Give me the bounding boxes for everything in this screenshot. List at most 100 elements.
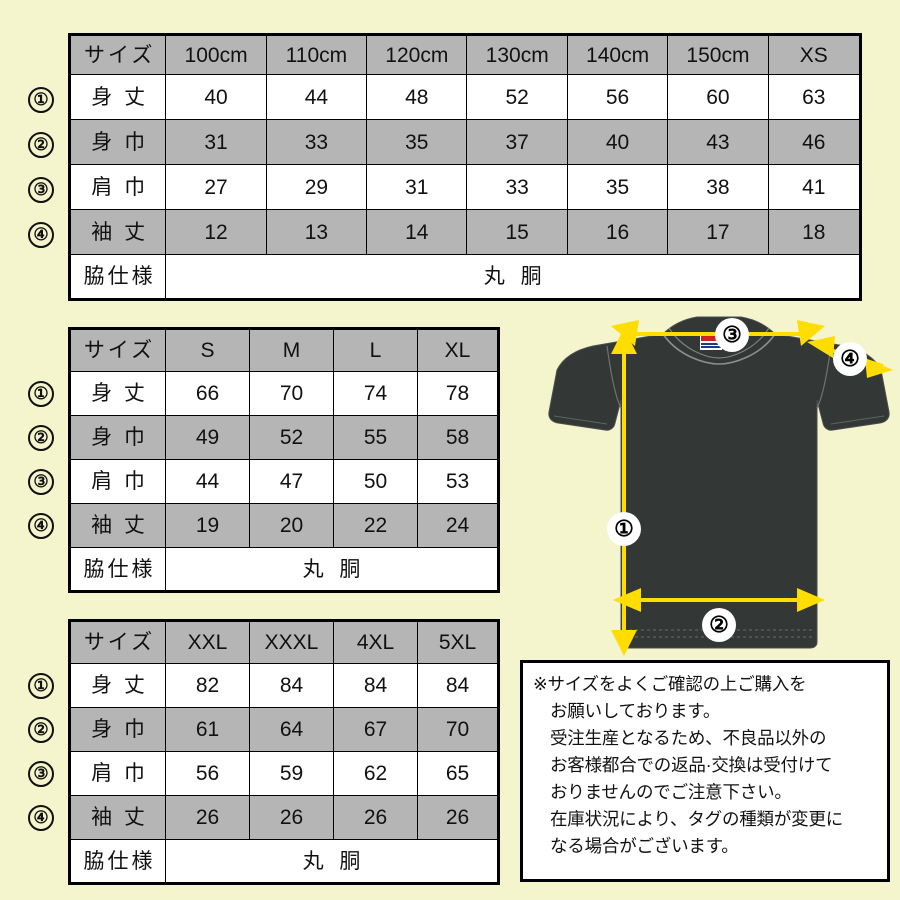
cell: 64 xyxy=(249,707,334,752)
table-row: 身 巾 31 33 35 37 40 43 46 xyxy=(68,119,862,165)
header-cell-size: サイズ xyxy=(68,34,167,75)
cell: 61 xyxy=(165,707,250,752)
row-label-shoulder-width: 肩 巾 xyxy=(69,751,166,796)
note-line: ※サイズをよくご確認の上ご購入を xyxy=(533,674,807,694)
cell: 26 xyxy=(417,795,499,840)
cell: 82 xyxy=(165,663,250,708)
cell: 67 xyxy=(333,707,418,752)
header-cell-150cm: 150cm xyxy=(667,34,769,75)
cell: 62 xyxy=(333,751,418,796)
header-cell-120cm: 120cm xyxy=(366,34,468,75)
cell: 49 xyxy=(165,415,250,460)
row-label-body-length: 身 丈 xyxy=(69,371,166,416)
cell: 65 xyxy=(417,751,499,796)
cell: 37 xyxy=(466,119,568,165)
cell: 47 xyxy=(249,459,334,504)
cell: 38 xyxy=(667,164,769,210)
cell: 84 xyxy=(333,663,418,708)
cell: 16 xyxy=(566,209,669,255)
header-cell-140cm: 140cm xyxy=(566,34,669,75)
table-row: 身 丈 40 44 48 52 56 60 63 xyxy=(68,74,862,120)
callout-2: ② xyxy=(702,608,736,642)
cell: 53 xyxy=(417,459,499,504)
table-header-row: サイズ 100cm 110cm 120cm 130cm 140cm 150cm … xyxy=(68,34,862,75)
cell: 31 xyxy=(366,164,468,210)
table-row: 身 丈 82 84 84 84 xyxy=(69,663,499,708)
size-table-standard: サイズ S M L XL 身 丈 66 70 74 78 身 巾 49 52 5… xyxy=(68,327,500,593)
row-label-body-width: 身 巾 xyxy=(69,707,166,752)
row-marker-3: ③ xyxy=(28,761,54,787)
table-row: 身 巾 61 64 67 70 xyxy=(69,707,499,752)
table-row: 肩 巾 44 47 50 53 xyxy=(69,459,499,504)
note-line: お願いしております。 xyxy=(550,701,721,721)
cell: 48 xyxy=(366,74,468,120)
row-marker-1: ① xyxy=(28,381,54,407)
cell: 52 xyxy=(466,74,568,120)
row-marker-2: ② xyxy=(28,132,54,158)
cell: 15 xyxy=(466,209,568,255)
row-marker-2: ② xyxy=(28,717,54,743)
cell: 56 xyxy=(566,74,669,120)
cell: 84 xyxy=(417,663,499,708)
row-marker-3: ③ xyxy=(28,469,54,495)
cell: 41 xyxy=(767,164,862,210)
row-label-side-spec: 脇仕様 xyxy=(69,839,166,884)
row-label-body-width: 身 巾 xyxy=(68,119,167,165)
note-line: お客様都合での返品·交換は受付けて xyxy=(550,755,833,775)
row-label-shoulder-width: 肩 巾 xyxy=(69,459,166,504)
cell: 40 xyxy=(566,119,669,165)
header-cell-m: M xyxy=(249,328,334,372)
cell: 33 xyxy=(265,119,368,165)
cell: 12 xyxy=(165,209,267,255)
cell: 44 xyxy=(265,74,368,120)
row-label-side-spec: 脇仕様 xyxy=(68,254,167,300)
row-label-sleeve-length: 袖 丈 xyxy=(69,795,166,840)
header-cell-5xl: 5XL xyxy=(417,620,499,664)
header-cell-s: S xyxy=(165,328,250,372)
cell: 70 xyxy=(417,707,499,752)
note-line: おりませんのでご注意下さい。 xyxy=(550,782,792,802)
cell: 60 xyxy=(667,74,769,120)
tshirt-silhouette xyxy=(548,316,890,649)
cell: 70 xyxy=(249,371,334,416)
row-label-body-length: 身 丈 xyxy=(68,74,167,120)
cell: 44 xyxy=(165,459,250,504)
row-label-shoulder-width: 肩 巾 xyxy=(68,164,167,210)
table-header-row: サイズ S M L XL xyxy=(69,328,499,372)
row-label-side-spec: 脇仕様 xyxy=(69,547,166,592)
header-cell-xl: XL xyxy=(417,328,499,372)
table-row: 袖 丈 26 26 26 26 xyxy=(69,795,499,840)
header-cell-xxxl: XXXL xyxy=(249,620,334,664)
row-marker-4: ④ xyxy=(28,805,54,831)
note-line: 受注生産となるため、不良品以外の xyxy=(550,728,827,748)
table-row-side-spec: 脇仕様 丸 胴 xyxy=(69,839,499,884)
tshirt-measurement-diagram: ① ② ③ ④ xyxy=(545,312,893,657)
cell: 78 xyxy=(417,371,499,416)
cell: 40 xyxy=(165,74,267,120)
cell: 27 xyxy=(165,164,267,210)
row-marker-1: ① xyxy=(28,673,54,699)
row-marker-3: ③ xyxy=(28,177,54,203)
row-marker-2: ② xyxy=(28,425,54,451)
cell: 63 xyxy=(767,74,862,120)
row-label-body-width: 身 巾 xyxy=(69,415,166,460)
side-spec-value: 丸 胴 xyxy=(165,547,499,592)
side-spec-value: 丸 胴 xyxy=(165,254,861,300)
cell: 59 xyxy=(249,751,334,796)
cell: 22 xyxy=(333,503,418,548)
size-table-kids: サイズ 100cm 110cm 120cm 130cm 140cm 150cm … xyxy=(68,33,862,301)
table-row-side-spec: 脇仕様 丸 胴 xyxy=(69,547,499,592)
table-header-row: サイズ XXL XXXL 4XL 5XL xyxy=(69,620,499,664)
cell: 19 xyxy=(165,503,250,548)
table-row: 肩 巾 27 29 31 33 35 38 41 xyxy=(68,164,862,210)
cell: 56 xyxy=(165,751,250,796)
measure-arrow-1-body-length xyxy=(611,328,637,656)
side-spec-value: 丸 胴 xyxy=(165,839,499,884)
header-cell-100cm: 100cm xyxy=(165,34,267,75)
cell: 35 xyxy=(566,164,669,210)
row-label-sleeve-length: 袖 丈 xyxy=(69,503,166,548)
cell: 26 xyxy=(165,795,250,840)
size-table-large: サイズ XXL XXXL 4XL 5XL 身 丈 82 84 84 84 身 巾… xyxy=(68,619,500,885)
cell: 24 xyxy=(417,503,499,548)
